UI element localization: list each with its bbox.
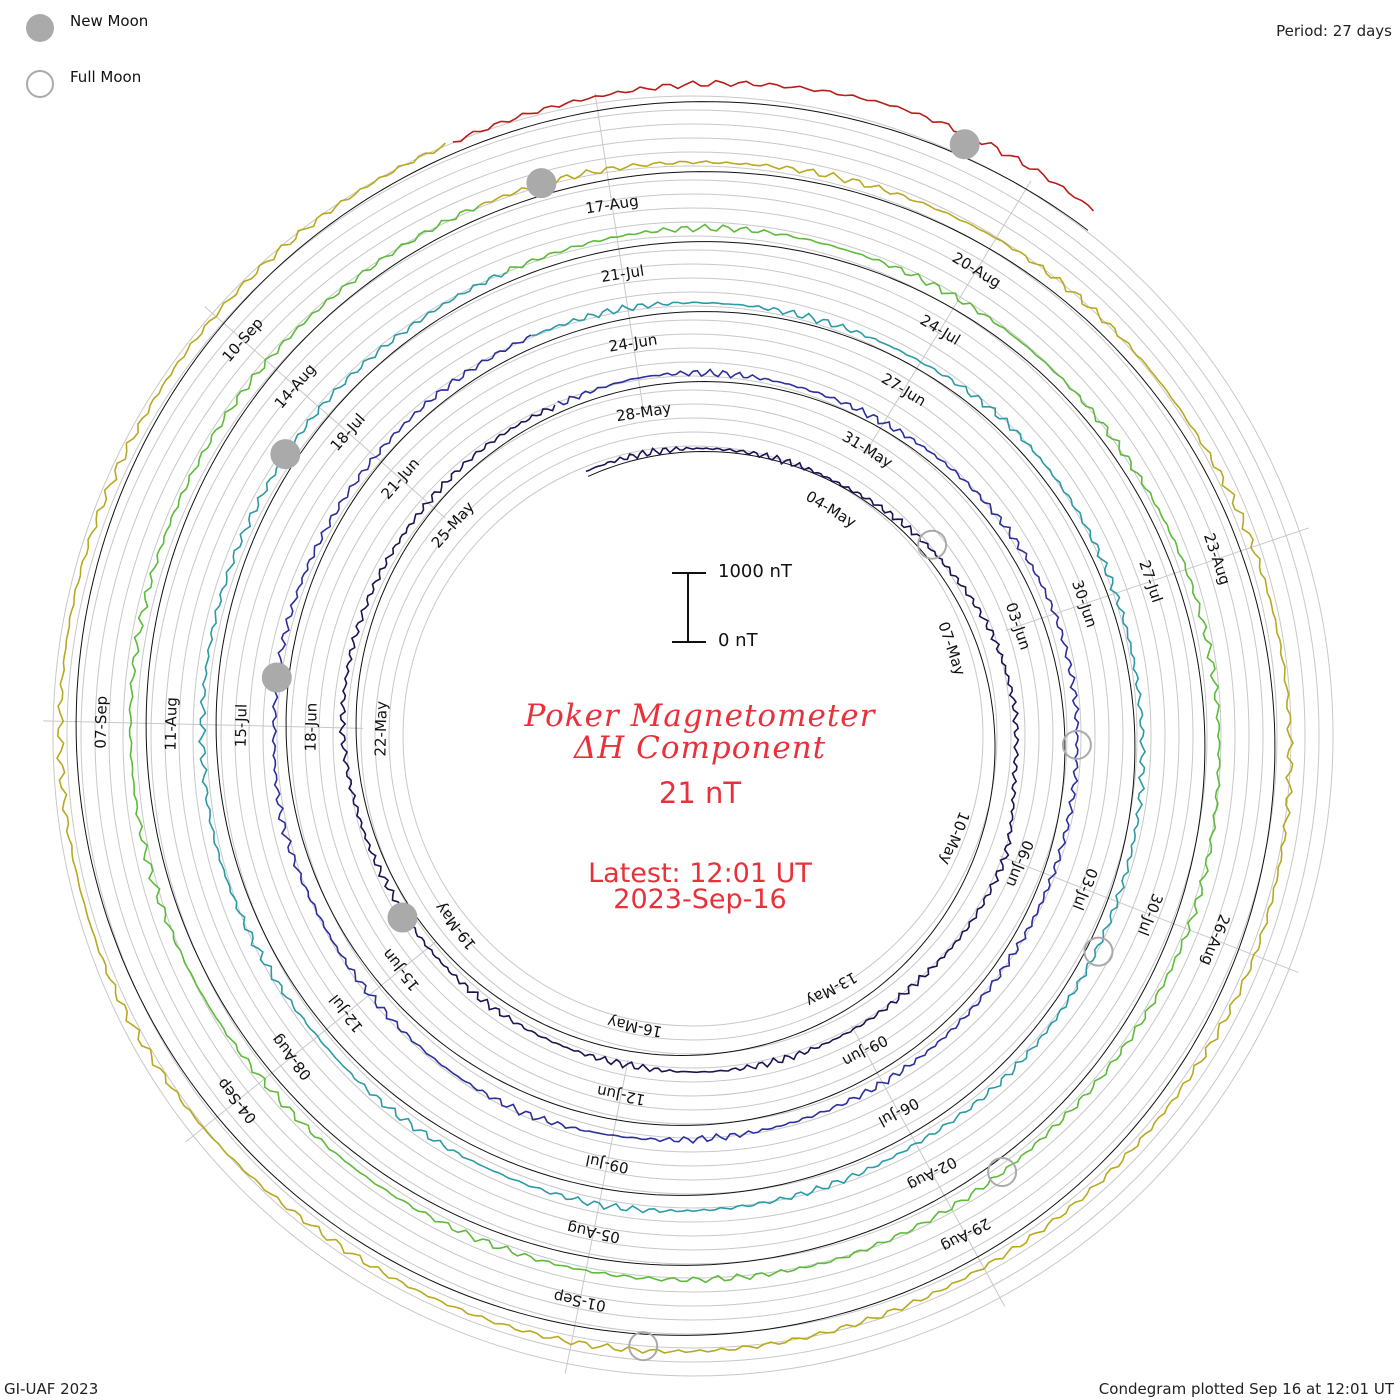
date-label: 13-May (803, 968, 860, 1011)
grid-circle (164, 207, 1222, 1265)
grid-circle (402, 445, 984, 1027)
new-moon-marker (526, 168, 557, 199)
radial-line (1000, 855, 1299, 973)
date-label: 15-Jul (232, 704, 251, 748)
legend-new-moon-label: New Moon (70, 12, 149, 30)
date-label: 27-Jun (878, 369, 929, 410)
polar-grid (52, 95, 1334, 1377)
radial-line (864, 180, 1032, 455)
grid-circle (234, 277, 1152, 1195)
new-moon-marker (261, 662, 292, 693)
grid-circle (52, 95, 1334, 1377)
date-label: 04-Sep (213, 1075, 260, 1127)
series-ring-4 (128, 205, 1221, 1284)
scale-bar (672, 572, 706, 643)
grid-circle (276, 319, 1110, 1153)
grid-circle (108, 151, 1278, 1321)
full-moon-marker (1083, 936, 1114, 967)
grid-circle (122, 165, 1264, 1307)
grid-circle (94, 137, 1292, 1335)
date-label: 12-Jul (325, 991, 366, 1036)
date-label: 04-May (803, 487, 860, 531)
full-moon-marker (987, 1157, 1018, 1187)
date-label: 21-Jul (600, 262, 646, 286)
full-moon-marker (628, 1331, 659, 1362)
latest-time: Latest: 12:01 UT (588, 858, 812, 889)
date-label: 12-Jun (595, 1082, 646, 1109)
period-label: Period: 27 days (1276, 22, 1392, 40)
daily-baseline-spiral (75, 101, 1276, 1336)
latest-date: 2023-Sep-16 (613, 884, 787, 915)
date-label: 18-Jul (327, 410, 369, 455)
radial-line (594, 93, 644, 410)
series-ring-3 (198, 272, 1147, 1214)
latest-value: 21 nT (658, 776, 742, 810)
legend-new-moon: New Moon (26, 12, 148, 44)
grid-circle (206, 249, 1180, 1223)
credit-label: GI-UAF 2023 (4, 1380, 99, 1398)
new-moon-icon (26, 14, 54, 42)
grid-circle (66, 109, 1320, 1363)
grid-circle (346, 389, 1040, 1083)
plotted-label: Condegram plotted Sep 16 at 12:01 UT (1098, 1380, 1394, 1398)
date-label: 18-Jun (302, 702, 321, 751)
date-label: 07-May (934, 619, 969, 677)
date-label: 24-Jul (917, 311, 963, 349)
radial-line (185, 941, 436, 1143)
date-label: 22-May (371, 701, 390, 757)
chart-title: Poker Magnetometer (524, 698, 876, 734)
grid-circle (248, 291, 1138, 1181)
full-moon-marker (917, 529, 948, 560)
date-label: 01-Sep (552, 1287, 607, 1315)
grid-circle (332, 375, 1054, 1097)
date-label: 27-Jul (1135, 558, 1166, 605)
date-label: 11-Aug (161, 697, 180, 751)
date-label: 16-May (606, 1012, 664, 1041)
moon-phase-markers (261, 129, 1114, 1362)
radial-line (43, 720, 364, 729)
scale-top-label: 1000 nT (718, 561, 792, 582)
grid-circle (374, 417, 1012, 1055)
full-moon-icon (26, 70, 54, 98)
date-label: 06-Jul (875, 1094, 922, 1131)
grid-circle (220, 263, 1166, 1209)
radial-line (564, 1059, 629, 1374)
new-moon-marker (270, 439, 301, 470)
scale-bottom-label: 0 nT (718, 630, 758, 651)
legend-full-moon-label: Full Moon (70, 68, 142, 86)
legend-full-moon: Full Moon (26, 68, 141, 100)
chart-subtitle: ΔH Component (573, 730, 827, 766)
grid-circle (178, 221, 1208, 1251)
series-ring-1 (338, 404, 1020, 1074)
date-label: 09-Jul (584, 1151, 630, 1177)
radial-line (1005, 527, 1309, 631)
date-label: 28-May (615, 399, 673, 425)
grid-circle (80, 123, 1306, 1349)
grid-circle (192, 235, 1194, 1237)
baseline-spiral (75, 101, 1276, 1336)
full-moon-marker (1061, 729, 1092, 760)
date-label: 07-Sep (92, 696, 111, 749)
grid-circle (304, 347, 1082, 1125)
new-moon-marker (949, 129, 980, 160)
date-label: 25-May (428, 498, 478, 552)
dH-series (56, 79, 1294, 1354)
new-moon-marker (387, 902, 418, 933)
grid-circle (262, 305, 1124, 1167)
grid-circle (136, 179, 1250, 1293)
grid-circle (388, 431, 998, 1041)
grid-circle (290, 333, 1096, 1139)
date-label: 24-Jun (608, 330, 659, 355)
series-ring-5 (56, 142, 1294, 1354)
series-ring-6 (452, 79, 1094, 212)
date-label: 05-Aug (566, 1219, 622, 1247)
date-label: 09-Jun (839, 1031, 890, 1070)
date-label: 17-Aug (584, 192, 640, 218)
grid-circle (360, 403, 1026, 1069)
date-label: 15-Jun (379, 945, 424, 994)
radial-line (204, 306, 446, 519)
